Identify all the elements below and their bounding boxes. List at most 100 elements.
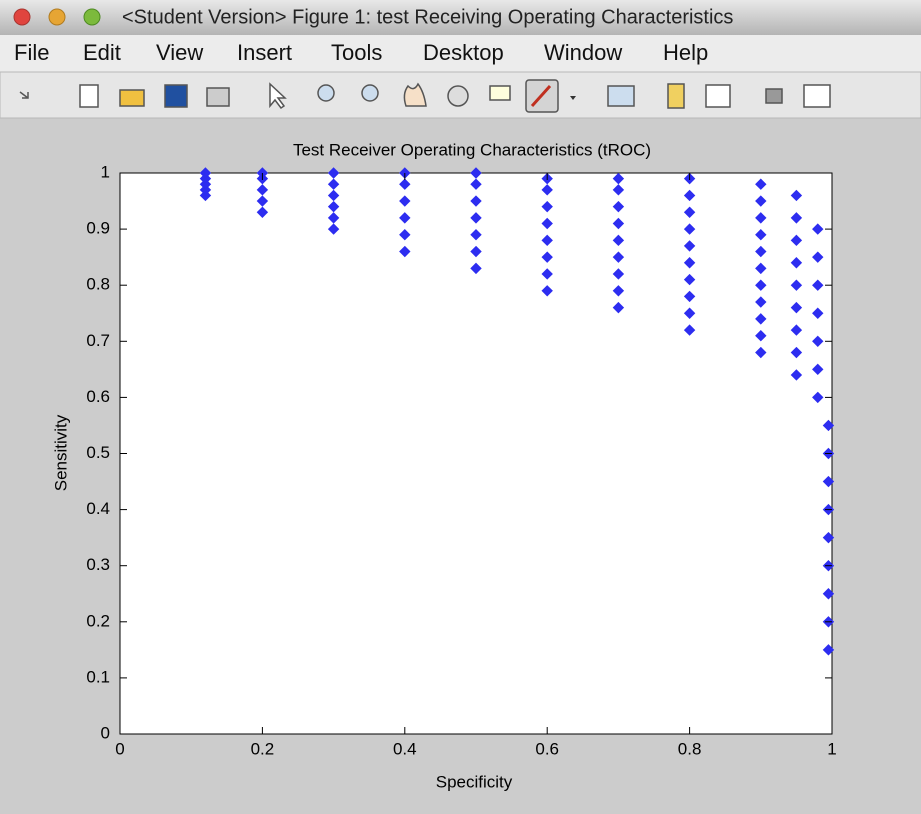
point <box>612 172 625 185</box>
title-bar <box>0 0 921 35</box>
point <box>812 279 824 291</box>
y-axis-label: Sensitivity <box>51 414 70 491</box>
window-title: <Student Version> Figure 1: test Receivi… <box>122 6 733 28</box>
menu-item[interactable]: Desktop <box>423 40 504 65</box>
point <box>812 223 824 235</box>
y-tick-label: 0.3 <box>86 555 110 574</box>
point <box>683 273 696 286</box>
point <box>812 363 824 376</box>
point <box>812 251 824 263</box>
menu-item[interactable]: File <box>14 40 49 65</box>
point <box>755 296 767 308</box>
point <box>822 588 835 600</box>
point <box>327 178 340 190</box>
point <box>812 307 824 319</box>
point <box>755 195 767 207</box>
point <box>790 234 803 247</box>
colorbar-icon[interactable] <box>667 83 685 109</box>
toolbar-icons <box>19 79 831 113</box>
pan-icon[interactable] <box>403 82 427 107</box>
close-button[interactable] <box>13 8 31 26</box>
point <box>612 234 625 247</box>
point <box>327 167 340 179</box>
point <box>470 245 482 258</box>
save-icon[interactable] <box>164 84 188 108</box>
dock-icon[interactable] <box>19 91 29 99</box>
point <box>256 206 269 218</box>
point <box>470 212 482 224</box>
menu-item[interactable]: View <box>156 40 203 65</box>
point <box>755 329 767 342</box>
chart-title: Test Receiver Operating Characteristics … <box>293 140 651 159</box>
point <box>822 475 835 488</box>
point <box>790 369 803 381</box>
point <box>541 217 553 230</box>
point <box>683 206 696 218</box>
menu-item[interactable]: Insert <box>237 40 292 65</box>
point <box>470 229 482 241</box>
point <box>790 189 803 202</box>
y-tick-label: 0.7 <box>86 331 110 350</box>
minimize-button[interactable] <box>48 8 66 26</box>
point <box>790 279 803 291</box>
point <box>256 195 269 207</box>
point <box>399 229 411 241</box>
y-tick-label: 0.6 <box>86 387 110 406</box>
point <box>470 195 482 207</box>
point <box>683 257 696 269</box>
zoom-in-icon[interactable] <box>317 84 335 102</box>
show-tools-icon[interactable] <box>803 84 831 108</box>
x-axis-label: Specificity <box>436 772 513 791</box>
x-tick-label: 0 <box>115 739 124 758</box>
y-tick-label: 0.8 <box>86 275 110 294</box>
datacursor-icon[interactable] <box>489 85 511 101</box>
point <box>683 324 696 336</box>
point <box>327 200 340 213</box>
y-tick-label: 0 <box>101 723 110 742</box>
open-icon[interactable] <box>119 89 145 107</box>
point <box>790 324 803 336</box>
print-icon[interactable] <box>206 87 230 107</box>
point <box>755 346 767 359</box>
point <box>755 279 767 291</box>
menu-item[interactable]: Tools <box>331 40 382 65</box>
point <box>327 189 340 202</box>
y-tick-label: 1 <box>101 162 110 181</box>
menu-bar <box>0 35 921 72</box>
hide-tools-icon[interactable] <box>765 88 783 104</box>
point <box>612 285 625 297</box>
point <box>790 346 803 359</box>
point <box>755 229 767 241</box>
point <box>612 184 625 196</box>
point <box>790 301 803 314</box>
point <box>399 195 411 207</box>
point <box>683 240 696 252</box>
zoom-button[interactable] <box>83 8 101 26</box>
point <box>327 223 340 235</box>
point <box>755 262 767 275</box>
point <box>541 184 553 196</box>
legend-icon[interactable] <box>705 84 731 108</box>
point <box>755 313 767 325</box>
point <box>470 178 482 190</box>
point <box>541 285 553 297</box>
menu-item[interactable]: Window <box>544 40 622 65</box>
point <box>683 307 696 319</box>
menu-item[interactable]: Help <box>663 40 708 65</box>
menu-item[interactable]: Edit <box>83 40 121 65</box>
rotate-icon[interactable] <box>447 85 469 107</box>
y-tick-label: 0.9 <box>86 219 110 238</box>
point <box>790 257 803 269</box>
pointer-icon[interactable] <box>269 82 287 110</box>
point <box>812 335 824 348</box>
point <box>683 189 696 202</box>
point <box>541 251 553 263</box>
point <box>612 200 625 213</box>
link-icon[interactable] <box>607 85 635 107</box>
y-tick-label: 0.5 <box>86 443 110 462</box>
zoom-out-icon[interactable] <box>361 84 379 102</box>
point <box>612 217 625 230</box>
new-icon[interactable] <box>79 84 99 108</box>
point <box>755 212 767 224</box>
y-tick-label: 0.2 <box>86 611 110 630</box>
